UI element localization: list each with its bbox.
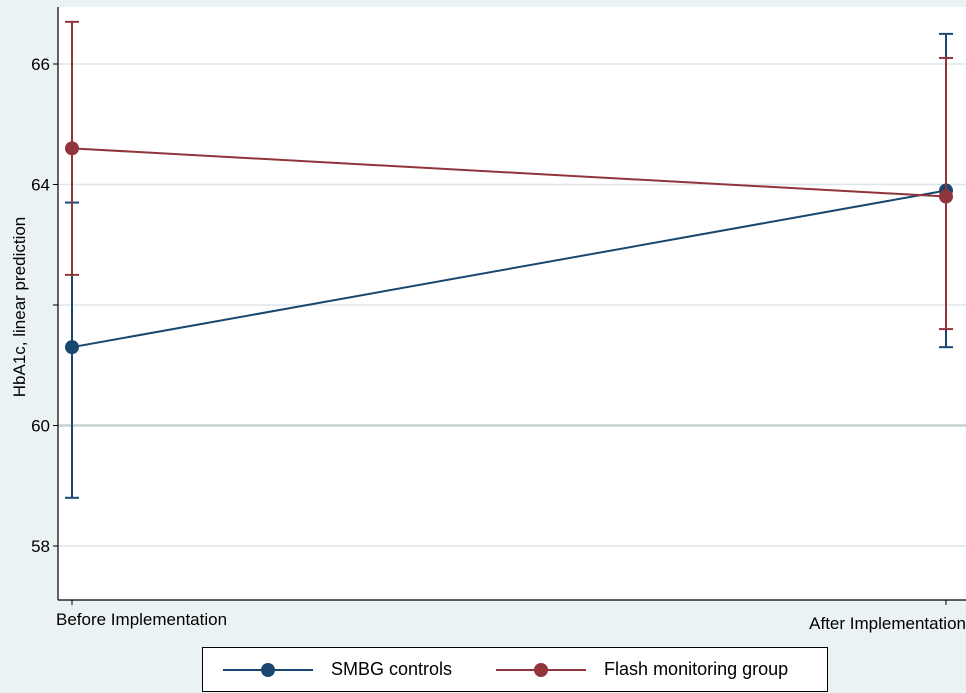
data-point: [65, 340, 79, 355]
legend-swatch-flash: [496, 662, 587, 677]
y-tick-label: 64: [31, 176, 50, 195]
x-ticks: Before Implementation After Implementatio…: [56, 600, 966, 633]
legend-label-smbg: SMBG controls: [331, 659, 453, 679]
series-line: [71, 147, 947, 198]
x-tick-label: Before Implementation: [56, 610, 227, 629]
legend-swatch-smbg: [223, 662, 313, 677]
legend: SMBG controls Flash monitoring group: [202, 647, 828, 692]
legend-item-flash: Flash monitoring group: [476, 648, 788, 691]
series-layer: [65, 20, 953, 499]
legend-label-flash: Flash monitoring group: [604, 659, 789, 679]
plot-area: [58, 7, 966, 600]
y-axis-label: HbA1c, linear prediction: [10, 217, 29, 397]
y-tick-label: 66: [31, 55, 50, 74]
y-ticks: 58 60 64 66: [31, 55, 58, 556]
y-tick-label: 60: [31, 417, 50, 436]
series-line: [71, 189, 947, 349]
series-1: [65, 20, 953, 331]
data-point: [939, 189, 953, 204]
x-tick-label: After Implementation: [809, 614, 966, 633]
legend-item-smbg: SMBG controls: [203, 648, 452, 691]
data-point: [65, 141, 79, 156]
grid-lines: [58, 63, 966, 547]
y-tick-label: 58: [31, 537, 50, 556]
